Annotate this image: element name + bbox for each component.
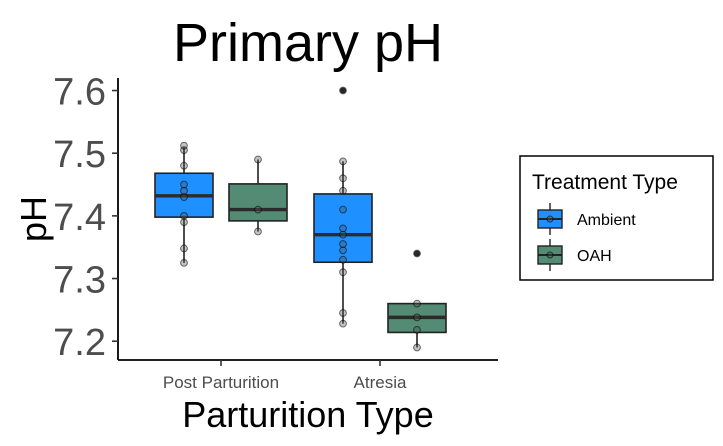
legend-key-point [546,251,554,259]
data-point [339,240,347,248]
plot-area [154,86,447,352]
legend-keys: Ambient OAH [537,203,636,271]
box-oah-atresia [387,249,447,352]
y-axis-title: pH [13,196,54,242]
data-point [180,161,188,170]
data-point [180,258,188,267]
data-point [254,227,262,236]
data-point [180,244,188,253]
legend-title: Treatment Type [532,171,678,194]
data-point [339,268,347,277]
x-axis-ticks: Post Parturition Atresia [163,360,407,392]
legend: Treatment Type Ambient OAH [519,155,714,281]
data-point [339,224,347,233]
data-point [254,205,262,214]
box-ambient-post-parturition [154,141,214,267]
data-point [339,157,347,166]
x-tick-label: Post Parturition [163,373,279,392]
box-ambient-atresia [313,86,373,328]
outlier-point [340,87,346,94]
data-point [339,186,347,195]
data-point [180,180,188,189]
legend-key-point [546,215,554,223]
data-point [339,230,347,239]
y-axis-ticks: 7.2 7.3 7.4 7.5 7.6 [53,72,118,364]
box-oah-post-parturition [228,155,288,236]
data-point [413,249,421,258]
box-body [313,193,373,264]
data-point [413,313,421,322]
data-point [180,141,188,150]
x-tick-label: Atresia [354,373,407,392]
y-tick-label: 7.6 [53,72,106,114]
chart-title: Primary pH [173,13,443,73]
y-tick-label: 7.4 [53,197,106,239]
data-point [339,255,347,264]
data-point [339,246,347,255]
data-point [180,218,188,227]
data-point [339,319,347,328]
data-point [339,86,347,95]
x-axis-title: Parturition Type [182,394,433,435]
legend-label: Ambient [577,212,636,229]
y-tick-label: 7.3 [53,260,106,302]
legend-label: OAH [577,248,612,265]
data-point [254,155,262,164]
data-point [339,174,347,183]
y-tick-label: 7.5 [53,134,106,176]
y-tick-label: 7.2 [53,322,106,364]
data-point [413,343,421,352]
legend-entry-ambient: Ambient [537,203,636,235]
box-body [228,183,288,222]
legend-entry-oah: OAH [537,239,612,271]
data-point [413,299,421,308]
data-point [339,309,347,317]
data-point [180,211,188,220]
data-point [339,205,347,214]
data-point [180,193,188,201]
outlier-point [414,250,420,257]
data-point [180,186,188,195]
data-point [413,326,421,334]
